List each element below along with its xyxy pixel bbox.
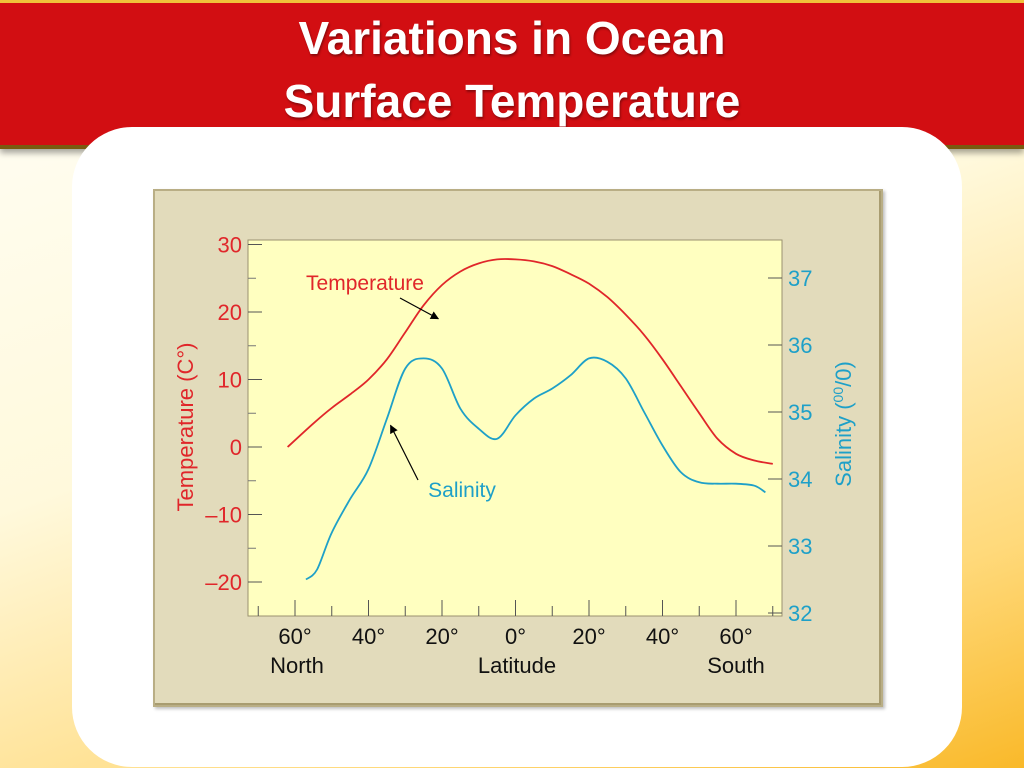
left-tick-label: –20 (205, 570, 242, 595)
temperature-annotation: Temperature (306, 272, 424, 295)
salinity-annotation: Salinity (428, 479, 496, 502)
title-bar (0, 0, 1024, 145)
x-direction-south: South (707, 653, 765, 678)
x-axis-label: Latitude (478, 653, 556, 678)
x-tick-label: 0° (505, 624, 526, 649)
temperature-arrow (399, 297, 440, 320)
plot-area (247, 239, 783, 617)
x-tick-label: 60° (719, 624, 752, 649)
left-tick-label: 10 (218, 368, 242, 393)
slide-title-line1: Variations in Ocean (298, 12, 726, 64)
right-tick-label: 32 (788, 601, 812, 626)
x-tick-label: 60° (278, 624, 311, 649)
right-tick-label: 33 (788, 534, 812, 559)
left-tick-label: 0 (230, 435, 242, 460)
left-tick-label: 30 (218, 233, 242, 258)
y-axis-label-right-sup: 00 (830, 387, 846, 403)
salinity-line (305, 356, 766, 581)
x-tick-label: 20° (572, 624, 605, 649)
right-tick-label: 36 (788, 333, 812, 358)
x-tick-label: 40° (646, 624, 679, 649)
x-tick-label: 20° (425, 624, 458, 649)
right-tick-label: 37 (788, 266, 812, 291)
right-tick-label: 34 (788, 467, 812, 492)
right-tick-label: 35 (788, 400, 812, 425)
y-axis-label-right-end: /0) (831, 361, 856, 387)
x-direction-north: North (270, 653, 324, 678)
y-axis-label-left: Temperature (C°) (173, 343, 198, 512)
x-tick-label: 40° (352, 624, 385, 649)
salinity-arrow (390, 424, 419, 481)
temperature-line (286, 258, 773, 465)
y-axis-label-right: Salinity (00/0) (830, 361, 856, 487)
y-axis-label-right-part: Salinity ( (831, 402, 856, 487)
left-tick-label: 20 (218, 300, 242, 325)
left-tick-label: –10 (205, 503, 242, 528)
slide-title-line2: Surface Temperature (283, 75, 741, 127)
